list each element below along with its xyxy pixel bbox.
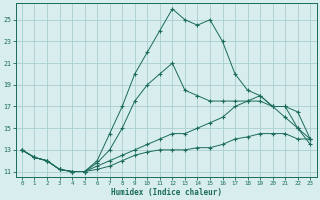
X-axis label: Humidex (Indice chaleur): Humidex (Indice chaleur): [111, 188, 221, 197]
